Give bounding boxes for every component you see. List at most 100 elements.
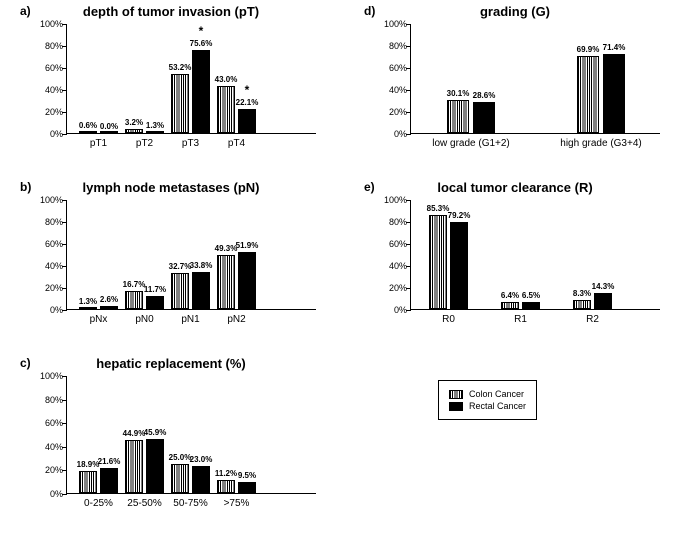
value-label: 79.2%	[448, 211, 471, 220]
ytick-mark	[406, 134, 411, 135]
significance-marker: *	[199, 24, 204, 38]
ytick: 40%	[379, 261, 407, 271]
legend-swatch-rectal	[449, 402, 463, 411]
ytick-mark	[406, 266, 411, 267]
panel-title-a: depth of tumor invasion (pT)	[16, 4, 326, 19]
value-label: 0.6%	[79, 121, 97, 130]
bar-rectal	[100, 131, 118, 133]
ytick: 20%	[35, 465, 63, 475]
xtick: R2	[586, 314, 599, 325]
ytick: 40%	[35, 442, 63, 452]
xtick: pT2	[136, 138, 153, 149]
ytick-mark	[62, 447, 67, 448]
panel-e: e)local tumor clearance (R)0%20%40%60%80…	[360, 180, 670, 340]
ytick: 20%	[35, 283, 63, 293]
value-label: 1.3%	[146, 121, 164, 130]
ytick: 0%	[379, 129, 407, 139]
bar-colon	[79, 131, 97, 133]
ytick: 20%	[379, 107, 407, 117]
xtick: 0-25%	[84, 498, 113, 509]
panel-c: c)hepatic replacement (%)0%20%40%60%80%1…	[16, 356, 326, 524]
bar-rectal	[238, 252, 256, 309]
bar-rectal	[146, 131, 164, 133]
value-label: 3.2%	[125, 118, 143, 127]
bar-colon	[171, 273, 189, 309]
ytick-mark	[406, 68, 411, 69]
bar-rectal	[100, 306, 118, 309]
legend-row: Rectal Cancer	[449, 401, 526, 411]
ytick-mark	[62, 470, 67, 471]
value-label: 44.9%	[123, 429, 146, 438]
ytick-mark	[62, 400, 67, 401]
ytick: 40%	[379, 85, 407, 95]
xtick: pNx	[90, 314, 108, 325]
value-label: 21.6%	[98, 457, 121, 466]
bar-colon	[501, 302, 519, 309]
ytick: 40%	[35, 85, 63, 95]
ytick-mark	[406, 222, 411, 223]
xtick: pT3	[182, 138, 199, 149]
bar-colon	[217, 86, 235, 133]
xtick: pN0	[135, 314, 153, 325]
bar-rectal	[192, 466, 210, 493]
ytick-mark	[62, 376, 67, 377]
bar-rectal	[146, 439, 164, 493]
value-label: 71.4%	[603, 43, 626, 52]
plot-a: 0%20%40%60%80%100%0.6%0.0%pT13.2%1.3%pT2…	[66, 24, 316, 134]
value-label: 14.3%	[592, 282, 615, 291]
significance-marker: *	[245, 83, 250, 97]
bar-rectal	[238, 109, 256, 133]
plot-b: 0%20%40%60%80%100%1.3%2.6%pNx16.7%11.7%p…	[66, 200, 316, 310]
value-label: 11.2%	[215, 469, 237, 478]
value-label: 28.6%	[473, 91, 496, 100]
legend-row: Colon Cancer	[449, 389, 526, 399]
bar-rectal	[192, 272, 210, 309]
xtick: 50-75%	[173, 498, 207, 509]
legend-label: Rectal Cancer	[469, 401, 526, 411]
panel-title-c: hepatic replacement (%)	[16, 356, 326, 371]
bar-rectal	[522, 302, 540, 309]
bar-colon	[79, 471, 97, 493]
plot-c: 0%20%40%60%80%100%18.9%21.6%0-25%44.9%45…	[66, 376, 316, 494]
xtick: high grade (G3+4)	[560, 138, 641, 149]
xtick: pT4	[228, 138, 245, 149]
ytick-mark	[62, 68, 67, 69]
ytick: 40%	[35, 261, 63, 271]
plot-d: 0%20%40%60%80%100%30.1%28.6%low grade (G…	[410, 24, 660, 134]
value-label: 18.9%	[77, 460, 100, 469]
ytick: 0%	[379, 305, 407, 315]
xtick: pN1	[181, 314, 199, 325]
value-label: 23.0%	[190, 455, 213, 464]
bar-colon	[171, 74, 189, 133]
ytick: 100%	[35, 371, 63, 381]
ytick: 20%	[379, 283, 407, 293]
xtick: low grade (G1+2)	[432, 138, 510, 149]
ytick-mark	[62, 244, 67, 245]
xtick: R0	[442, 314, 455, 325]
bar-colon	[429, 215, 447, 309]
ytick: 80%	[35, 395, 63, 405]
ytick: 60%	[35, 63, 63, 73]
value-label: 2.6%	[100, 295, 118, 304]
value-label: 0.0%	[100, 122, 118, 131]
panel-title-e: local tumor clearance (R)	[360, 180, 670, 195]
xtick: R1	[514, 314, 527, 325]
bar-rectal	[238, 482, 256, 493]
ytick-mark	[406, 90, 411, 91]
ytick: 80%	[379, 217, 407, 227]
value-label: 1.3%	[79, 297, 97, 306]
value-label: 16.7%	[123, 280, 146, 289]
ytick-mark	[406, 112, 411, 113]
ytick-mark	[406, 244, 411, 245]
value-label: 6.5%	[522, 291, 540, 300]
panel-a: a)depth of tumor invasion (pT)0%20%40%60…	[16, 4, 326, 164]
value-label: 30.1%	[447, 89, 470, 98]
bar-rectal	[146, 296, 164, 309]
ytick: 0%	[35, 489, 63, 499]
panel-b: b)lymph node metastases (pN)0%20%40%60%8…	[16, 180, 326, 340]
xtick: 25-50%	[127, 498, 161, 509]
bar-rectal	[450, 222, 468, 309]
xtick: pN2	[227, 314, 245, 325]
bar-colon	[125, 129, 143, 133]
bar-rectal	[594, 293, 612, 309]
